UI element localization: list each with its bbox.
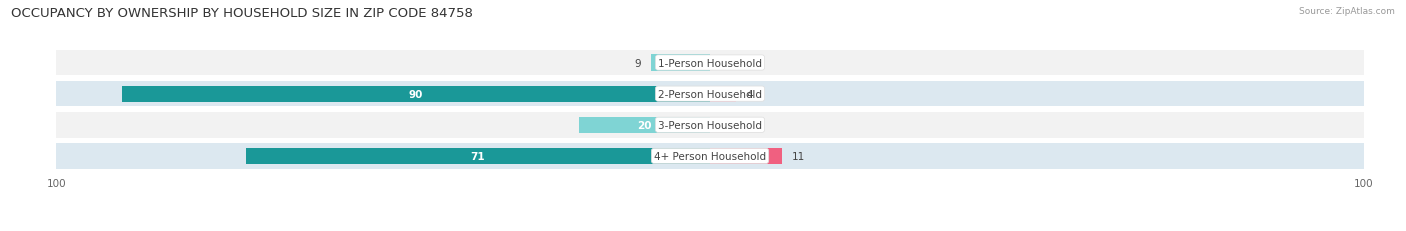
Text: 4: 4 (747, 89, 752, 99)
Text: Source: ZipAtlas.com: Source: ZipAtlas.com (1299, 7, 1395, 16)
Bar (710, 148, 782, 164)
Bar (56, 51, 1364, 76)
Bar (122, 86, 710, 102)
Bar (56, 82, 1364, 107)
Text: 71: 71 (471, 151, 485, 161)
Text: 4+ Person Household: 4+ Person Household (654, 151, 766, 161)
Bar (56, 112, 1364, 138)
Text: 1-Person Household: 1-Person Household (658, 58, 762, 68)
Text: 2-Person Household: 2-Person Household (658, 89, 762, 99)
Text: 3-Person Household: 3-Person Household (658, 120, 762, 130)
Text: 20: 20 (637, 120, 652, 130)
Text: 11: 11 (792, 151, 806, 161)
Bar (710, 86, 737, 102)
Bar (579, 117, 710, 133)
Bar (651, 55, 710, 71)
Bar (246, 148, 710, 164)
Text: OCCUPANCY BY OWNERSHIP BY HOUSEHOLD SIZE IN ZIP CODE 84758: OCCUPANCY BY OWNERSHIP BY HOUSEHOLD SIZE… (11, 7, 474, 20)
Bar (56, 143, 1364, 169)
Text: 90: 90 (409, 89, 423, 99)
Legend: Owner-occupied, Renter-occupied: Owner-occupied, Renter-occupied (598, 229, 823, 231)
Text: 9: 9 (634, 58, 641, 68)
